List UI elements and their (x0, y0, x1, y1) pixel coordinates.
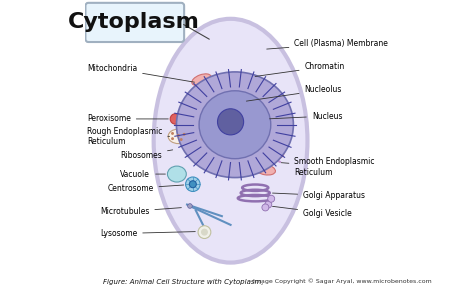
Text: Nucleolus: Nucleolus (246, 85, 342, 101)
Text: Cytoplasm: Cytoplasm (67, 12, 199, 32)
Circle shape (198, 226, 211, 239)
Text: Golgi Apparatus: Golgi Apparatus (273, 191, 365, 200)
Text: Chromatin: Chromatin (255, 62, 345, 76)
Text: Lysosome: Lysosome (100, 229, 195, 238)
Circle shape (171, 137, 174, 140)
Circle shape (265, 201, 272, 208)
Circle shape (262, 204, 269, 211)
Text: Peroxisome: Peroxisome (87, 115, 168, 123)
Ellipse shape (168, 129, 189, 144)
Text: Nucleus: Nucleus (270, 112, 342, 120)
Circle shape (186, 177, 200, 192)
Circle shape (268, 195, 274, 202)
Text: Golgi Vesicle: Golgi Vesicle (273, 206, 352, 218)
Text: Figure: Animal Cell Structure with Cytoplasm,: Figure: Animal Cell Structure with Cytop… (103, 278, 264, 285)
Text: Cell (Plasma) Membrane: Cell (Plasma) Membrane (267, 39, 388, 49)
Ellipse shape (167, 166, 186, 182)
Circle shape (218, 109, 244, 135)
Circle shape (201, 229, 208, 236)
FancyBboxPatch shape (85, 3, 184, 42)
Ellipse shape (201, 87, 219, 101)
Circle shape (189, 181, 196, 188)
Circle shape (170, 114, 181, 124)
Circle shape (177, 134, 180, 137)
Text: Image Copyright © Sagar Aryal, www.microbenotes.com: Image Copyright © Sagar Aryal, www.micro… (251, 279, 432, 284)
Circle shape (180, 138, 182, 141)
Circle shape (171, 132, 174, 135)
Text: Microtubules: Microtubules (100, 207, 182, 216)
Ellipse shape (154, 19, 308, 263)
Ellipse shape (199, 91, 271, 159)
Text: Smooth Endoplasmic
Reticulum: Smooth Endoplasmic Reticulum (281, 157, 375, 176)
Text: Vacuole: Vacuole (120, 170, 165, 178)
Ellipse shape (192, 74, 211, 86)
Ellipse shape (255, 164, 275, 175)
Text: Rough Endoplasmic
Reticulum: Rough Endoplasmic Reticulum (87, 127, 170, 146)
Ellipse shape (264, 150, 284, 161)
Text: Mitochondria: Mitochondria (87, 64, 194, 82)
Circle shape (188, 204, 192, 208)
Text: Ribosomes: Ribosomes (120, 150, 173, 160)
Ellipse shape (176, 72, 293, 178)
Circle shape (191, 133, 197, 139)
Text: Centrosome: Centrosome (107, 184, 184, 193)
Circle shape (182, 133, 186, 136)
